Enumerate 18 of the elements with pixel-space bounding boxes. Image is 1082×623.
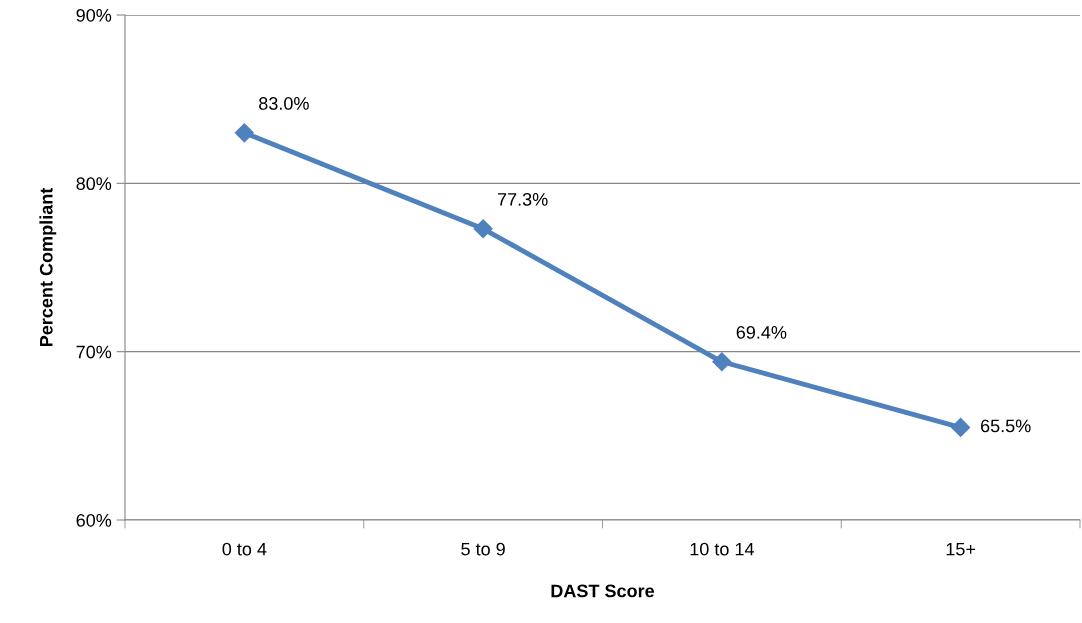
point bbox=[473, 219, 493, 239]
x-tick-label: 10 to 14 bbox=[690, 542, 754, 556]
x-tick-label: 15+ bbox=[946, 542, 976, 556]
y-tick-label: 90% bbox=[76, 8, 112, 22]
point bbox=[234, 123, 254, 143]
data-label: 83.0% bbox=[259, 97, 309, 110]
y-tick-label: 80% bbox=[76, 177, 112, 191]
y-tick-label: 60% bbox=[76, 513, 112, 527]
x-axis-title: DAST Score bbox=[551, 584, 655, 598]
x-tick-label: 5 to 9 bbox=[461, 542, 505, 556]
y-axis-title: Percent Compliant bbox=[39, 187, 57, 347]
y-tick-label: 70% bbox=[76, 345, 112, 359]
point bbox=[951, 417, 971, 437]
data-label: 69.4% bbox=[736, 325, 787, 339]
x-tick-label: 0 to 4 bbox=[222, 542, 267, 556]
point bbox=[712, 352, 732, 372]
data-label: 77.3% bbox=[497, 192, 548, 206]
data-label: 65.5% bbox=[980, 419, 1031, 433]
